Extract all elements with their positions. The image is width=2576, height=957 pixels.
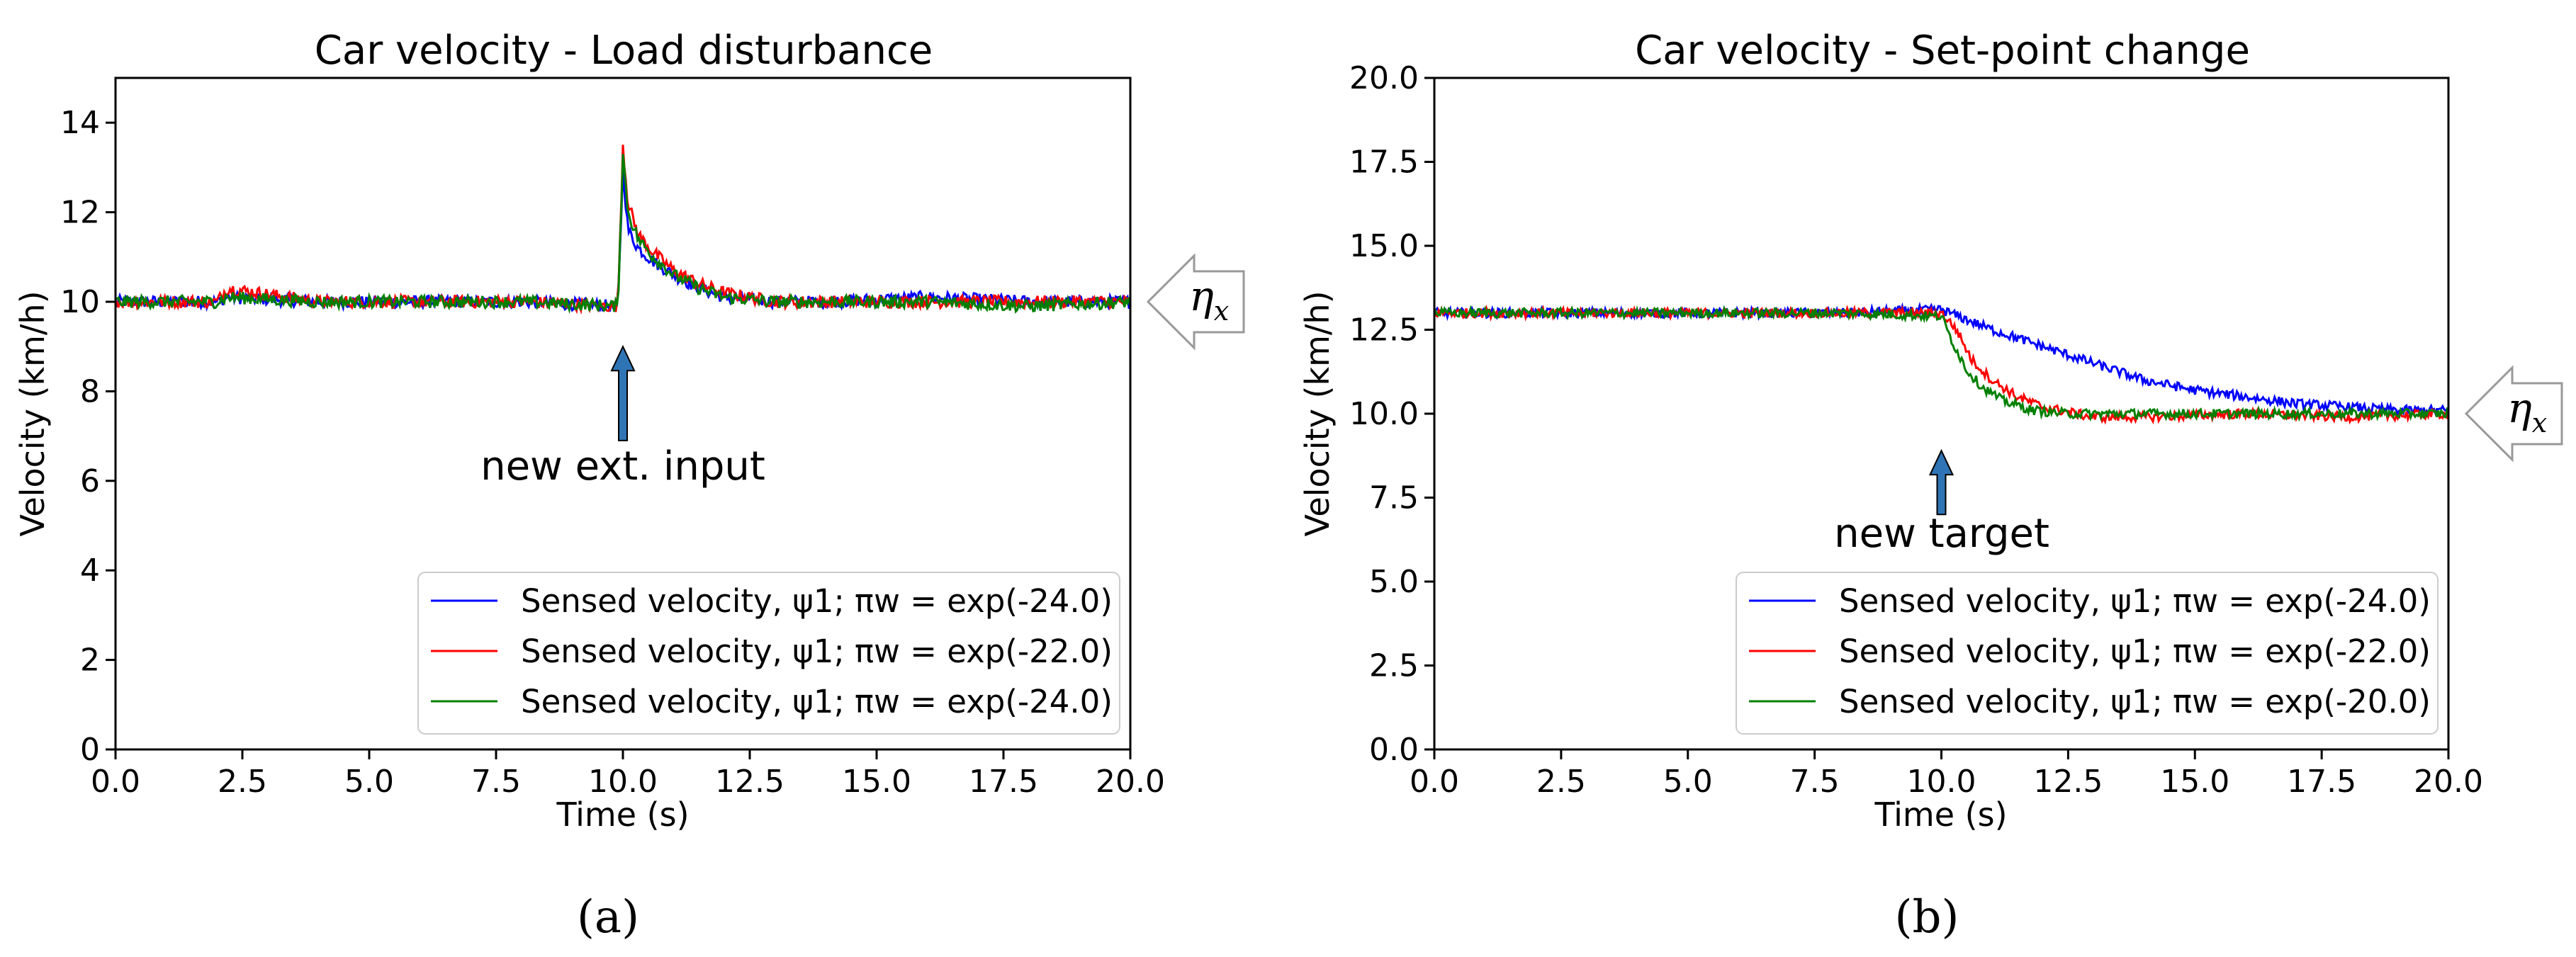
annotation-text: new target: [1834, 511, 2049, 557]
eta-x-arrow: ηx: [2464, 365, 2563, 463]
series-line: [1433, 305, 2450, 422]
legend-entry: Sensed velocity, ψ1; πw = exp(-24.0): [1839, 582, 2431, 620]
legend: Sensed velocity, ψ1; πw = exp(-24.0) Sens…: [1736, 572, 2439, 735]
x-tick-label: 5.0: [1663, 764, 1713, 800]
eta-x-arrow: ηx: [1146, 253, 1245, 351]
series-line: [115, 154, 1132, 315]
chart-setpoint-change: Car velocity - Set-point change 0.0 2.5 5.…: [1298, 28, 2563, 944]
x-tick-label: 17.5: [2287, 764, 2356, 800]
x-tick-label: 15.0: [842, 764, 911, 800]
y-axis-label: Velocity (km/h): [13, 290, 52, 536]
series-line: [115, 145, 1132, 315]
legend: Sensed velocity, ψ1; πw = exp(-24.0) Sens…: [417, 572, 1120, 735]
y-tick-label: 10.0: [1349, 396, 1419, 432]
y-tick-label: 4: [80, 553, 100, 589]
x-tick-label: 10.0: [588, 764, 658, 800]
x-tick-label: 15.0: [2160, 764, 2229, 800]
plot-lines: [114, 145, 1132, 315]
x-ticks: 0.0 2.5 5.0 7.5 10.0 12.5 15.0 17.5 20.0: [1410, 749, 2483, 800]
chart-load-disturbance: Car velocity - Load disturbance 0.0 2.5 5.…: [13, 28, 1245, 944]
plot-lines: [1433, 301, 2450, 425]
x-tick-label: 2.5: [1536, 764, 1586, 800]
legend-entry: Sensed velocity, ψ1; πw = exp(-22.0): [1839, 633, 2431, 670]
annotation-arrow: [1928, 448, 1955, 516]
legend-entry: Sensed velocity, ψ1; πw = exp(-24.0): [521, 582, 1113, 620]
legend-entry: Sensed velocity, ψ1; πw = exp(-20.0): [1839, 683, 2431, 720]
annotation-text: new ext. input: [480, 443, 765, 489]
y-ticks: 0 2 4 6 8 10 12 14: [60, 105, 116, 768]
x-tick-label: 10.0: [1907, 764, 1976, 800]
eta-x-label: ηx: [2507, 384, 2547, 438]
panel-label: (a): [577, 891, 639, 944]
y-tick-label: 12.5: [1349, 312, 1419, 349]
eta-x-label: ηx: [1189, 272, 1229, 327]
chart-title: Car velocity - Load disturbance: [315, 28, 933, 74]
legend-box: [1736, 572, 2439, 735]
x-tick-label: 12.5: [2033, 764, 2103, 800]
y-tick-label: 20.0: [1349, 60, 1419, 96]
y-tick-label: 12: [60, 195, 100, 231]
y-tick-label: 0: [80, 732, 100, 768]
y-tick-label: 2: [80, 642, 100, 679]
x-tick-label: 7.5: [471, 764, 521, 800]
x-tick-label: 7.5: [1790, 764, 1840, 800]
x-tick-label: 20.0: [2414, 764, 2483, 800]
y-axis-label: Velocity (km/h): [1298, 290, 1337, 536]
x-tick-label: 17.5: [969, 764, 1038, 800]
legend-box: [417, 572, 1120, 735]
eta-arrow-shape: [1146, 253, 1245, 351]
y-tick-label: 10: [60, 284, 100, 320]
annotation-arrow-shape: [1928, 448, 1955, 516]
x-tick-label: 0.0: [91, 764, 140, 800]
y-tick-label: 15.0: [1349, 228, 1419, 264]
y-tick-label: 0.0: [1369, 732, 1419, 768]
y-tick-label: 7.5: [1369, 480, 1419, 516]
chart-title: Car velocity - Set-point change: [1635, 28, 2250, 74]
legend-entry: Sensed velocity, ψ1; πw = exp(-24.0): [521, 683, 1113, 720]
panel-label: (b): [1895, 891, 1959, 944]
x-tick-label: 12.5: [715, 764, 784, 800]
y-tick-label: 17.5: [1349, 145, 1419, 181]
y-ticks: 0.0 2.5 5.0 7.5 10.0 12.5 15.0 17.5 20.0: [1349, 60, 1434, 768]
x-tick-label: 0.0: [1410, 764, 1459, 800]
x-tick-label: 5.0: [344, 764, 394, 800]
y-tick-label: 14: [60, 105, 100, 141]
x-axis-label: Time (s): [1874, 795, 2007, 834]
y-tick-label: 5.0: [1369, 564, 1419, 600]
x-tick-label: 2.5: [218, 764, 267, 800]
y-tick-label: 2.5: [1369, 648, 1419, 684]
y-tick-label: 8: [80, 373, 100, 409]
x-tick-label: 20.0: [1096, 764, 1165, 800]
annotation-arrow: [610, 344, 636, 441]
legend-entry: Sensed velocity, ψ1; πw = exp(-22.0): [521, 633, 1113, 670]
y-tick-label: 6: [80, 463, 100, 499]
x-axis-label: Time (s): [556, 795, 689, 834]
eta-arrow-shape: [2464, 365, 2563, 463]
annotation-arrow-shape: [610, 344, 636, 441]
x-ticks: 0.0 2.5 5.0 7.5 10.0 12.5 15.0 17.5 20.0: [91, 749, 1165, 800]
